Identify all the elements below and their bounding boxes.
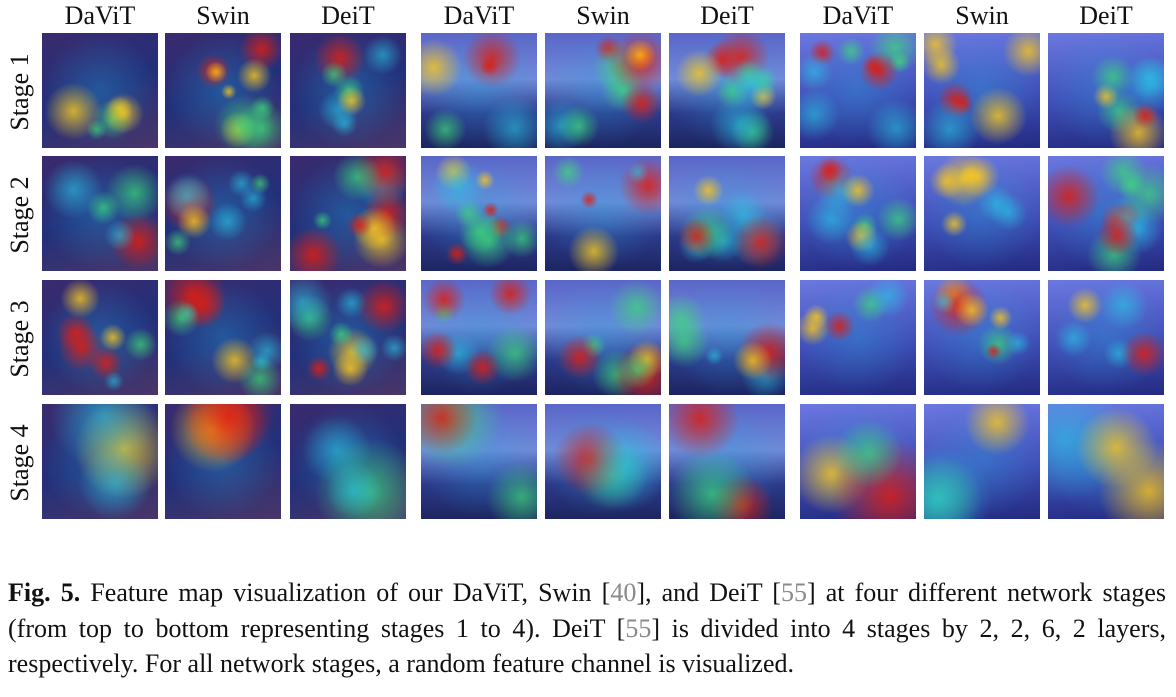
column-header: DeiT (700, 1, 754, 30)
feature-map (290, 280, 406, 395)
feature-map (800, 280, 916, 395)
column-header: DaViT (822, 1, 894, 30)
feature-map (290, 33, 406, 148)
feature-map (290, 404, 406, 519)
feature-map (42, 156, 158, 271)
feature-map (1048, 33, 1164, 148)
column-header: DaViT (443, 1, 515, 30)
figure-caption: Fig. 5. Feature map visualization of our… (8, 575, 1166, 682)
feature-map (800, 33, 916, 148)
citation: 55 (780, 578, 807, 607)
caption-text: ] is divided into 4 stages by 2, 2, 6, 2… (8, 613, 1166, 679)
feature-map (669, 156, 785, 271)
column-header: Swin (196, 1, 250, 30)
caption-text: ], and DeiT [ (636, 578, 781, 607)
caption-text: ] at four different network stages (from… (8, 578, 1166, 643)
feature-map (290, 156, 406, 271)
feature-map (42, 404, 158, 519)
feature-map (421, 156, 537, 271)
column-header: Swin (955, 1, 1009, 30)
feature-map (800, 156, 916, 271)
feature-map (421, 404, 537, 519)
caption-label: Fig. 5. (8, 578, 81, 607)
feature-map (924, 156, 1040, 271)
feature-map (669, 404, 785, 519)
row-label: Stage 4 (5, 424, 34, 502)
feature-map (1048, 404, 1164, 519)
feature-map (924, 404, 1040, 519)
feature-map (545, 156, 661, 271)
feature-map (1048, 280, 1164, 395)
row-label: Stage 1 (5, 53, 34, 131)
feature-map (165, 156, 281, 271)
column-header: DeiT (1079, 1, 1133, 30)
row-label: Stage 2 (5, 176, 34, 254)
row-label: Stage 3 (5, 300, 34, 378)
feature-map (545, 280, 661, 395)
feature-map (669, 33, 785, 148)
feature-map (924, 280, 1040, 395)
feature-map (669, 280, 785, 395)
feature-map (1048, 156, 1164, 271)
feature-map (924, 33, 1040, 148)
citation: 40 (610, 578, 637, 607)
caption-text: Feature map visualization of our DaViT, … (90, 578, 611, 607)
feature-map (421, 33, 537, 148)
column-header: Swin (576, 1, 630, 30)
feature-map (421, 280, 537, 395)
feature-map (165, 33, 281, 148)
column-header: DaViT (64, 1, 136, 30)
feature-map (42, 33, 158, 148)
feature-map (42, 280, 158, 395)
feature-map (165, 280, 281, 395)
citation: 55 (625, 613, 652, 643)
feature-map (165, 404, 281, 519)
feature-map (545, 404, 661, 519)
column-header: DeiT (321, 1, 375, 30)
feature-map (800, 404, 916, 519)
feature-map (545, 33, 661, 148)
